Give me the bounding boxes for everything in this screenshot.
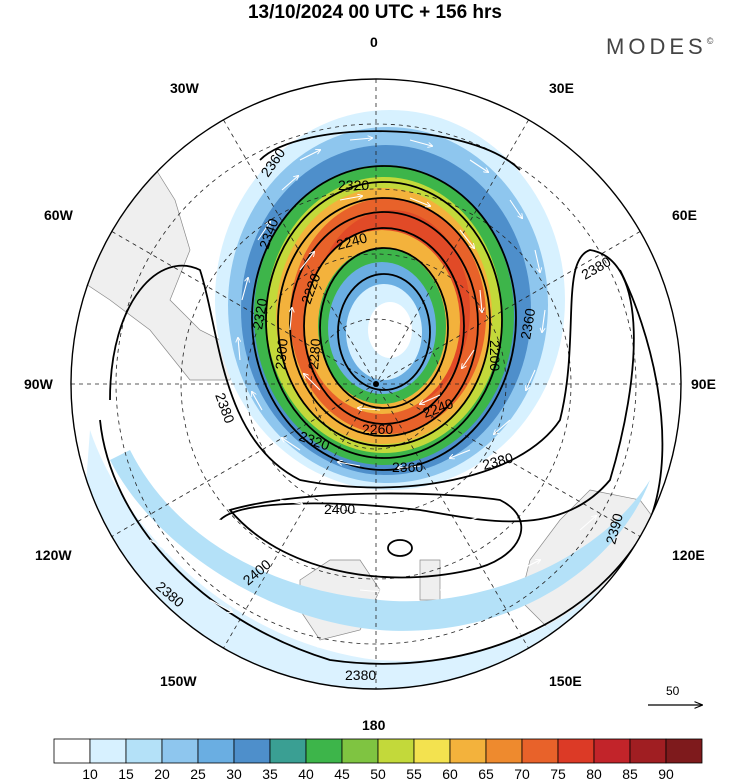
- contour-label: 2300: [272, 338, 291, 371]
- lon-label-150e: 150E: [549, 673, 582, 689]
- colorbar-tick-label: 30: [226, 766, 242, 782]
- colorbar-swatch: [125, 738, 163, 764]
- colorbar-tick-label: 90: [658, 766, 674, 782]
- colorbar-swatch: [269, 738, 307, 764]
- contour-label: 2320: [249, 297, 270, 331]
- lon-label-90e: 90E: [691, 376, 716, 392]
- colorbar-swatch: [629, 738, 667, 764]
- colorbar-swatch: [485, 738, 523, 764]
- lon-label-0: 0: [370, 34, 378, 50]
- colorbar: [53, 738, 703, 764]
- contour-label: 2360: [517, 307, 538, 341]
- colorbar-tick-label: 35: [262, 766, 278, 782]
- colorbar-swatch: [89, 738, 127, 764]
- contour-label: 2380: [345, 667, 376, 683]
- contour-label: 2200: [487, 340, 503, 371]
- contour-label: 2400: [324, 501, 355, 517]
- brand-logo: MODES©: [606, 34, 714, 59]
- pole-marker: [373, 381, 379, 387]
- colorbar-tick-label: 60: [442, 766, 458, 782]
- colorbar-tick-label: 15: [118, 766, 134, 782]
- colorbar-tick-label: 45: [334, 766, 350, 782]
- colorbar-tick-label: 25: [190, 766, 206, 782]
- map-title: 13/10/2024 00 UTC + 156 hrs: [247, 2, 503, 23]
- lon-label-60w: 60W: [44, 207, 73, 223]
- contour-label: 2240: [335, 229, 369, 253]
- lon-label-30e: 30E: [549, 80, 574, 96]
- colorbar-swatch: [665, 738, 703, 764]
- lon-label-150w: 150W: [160, 673, 197, 689]
- colorbar-tick-label: 80: [586, 766, 602, 782]
- contour-label: 2260: [362, 421, 393, 437]
- colorbar-swatch: [413, 738, 451, 764]
- colorbar-swatch: [449, 738, 487, 764]
- colorbar-swatch: [161, 738, 199, 764]
- lon-label-120e: 120E: [672, 547, 705, 563]
- contour-label: 2320: [338, 177, 369, 193]
- colorbar-tick-label: 40: [298, 766, 314, 782]
- colorbar-tick-label: 85: [622, 766, 638, 782]
- lon-label-180: 180: [362, 717, 386, 733]
- colorbar-swatch: [233, 738, 271, 764]
- colorbar-tick-label: 75: [550, 766, 566, 782]
- colorbar-tick-label: 65: [478, 766, 494, 782]
- colorbar-swatch: [593, 738, 631, 764]
- colorbar-swatch: [53, 738, 91, 764]
- colorbar-tick-label: 55: [406, 766, 422, 782]
- contour-label: 2380: [481, 449, 515, 473]
- colorbar-swatch: [197, 738, 235, 764]
- colorbar-swatch: [305, 738, 343, 764]
- contour-label: 2390: [602, 511, 626, 545]
- colorbar-swatch: [377, 738, 415, 764]
- map-boundary: [70, 78, 682, 690]
- colorbar-tick-label: 10: [82, 766, 98, 782]
- colorbar-tick-label: 70: [514, 766, 530, 782]
- colorbar-swatch: [341, 738, 379, 764]
- lon-label-90w: 90W: [24, 376, 53, 392]
- lon-label-30w: 30W: [170, 80, 199, 96]
- wind-vectors: [129, 138, 604, 650]
- contour-label: 2360: [392, 459, 423, 475]
- colorbar-swatch: [557, 738, 595, 764]
- polar-map: 2360 2320 2340 2240 2220 2320 2300 2280 …: [70, 78, 750, 740]
- geopotential-contours: [99, 130, 664, 665]
- reference-arrow-label: 50: [666, 684, 680, 698]
- lon-label-60e: 60E: [672, 207, 697, 223]
- colorbar-tick-label: 50: [370, 766, 386, 782]
- colorbar-swatch: [521, 738, 559, 764]
- lon-label-120w: 120W: [35, 547, 72, 563]
- contour-label: 2280: [305, 338, 324, 371]
- colorbar-tick-label: 20: [154, 766, 170, 782]
